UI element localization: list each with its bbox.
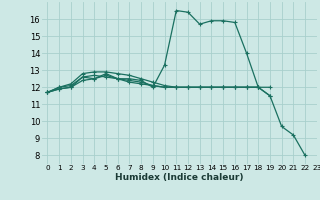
X-axis label: Humidex (Indice chaleur): Humidex (Indice chaleur): [115, 173, 244, 182]
